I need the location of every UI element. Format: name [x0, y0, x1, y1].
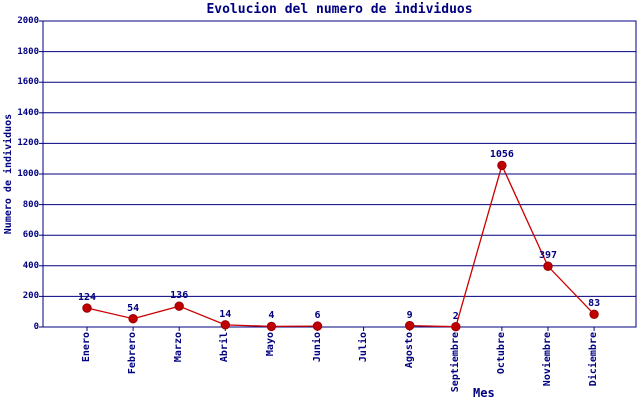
y-tick-label: 1400: [17, 107, 39, 118]
y-tick-label: 800: [22, 199, 39, 210]
value-label: 397: [538, 250, 558, 262]
data-point: [312, 321, 323, 331]
y-tick-label: 1800: [17, 46, 39, 57]
data-point: [82, 303, 92, 313]
value-label: 2: [452, 310, 459, 322]
value-label: 1056: [489, 149, 514, 161]
data-point: [220, 320, 231, 330]
data-point: [174, 301, 184, 311]
y-tick-label: 0: [33, 322, 39, 332]
y-tick-label: 1200: [17, 138, 39, 149]
x-tick-label: Agosto: [403, 332, 415, 369]
y-tick-label: 1000: [17, 169, 39, 179]
value-label: 124: [77, 292, 97, 304]
data-point: [589, 309, 599, 320]
x-tick-label: Octubre: [495, 332, 507, 375]
value-label: 9: [406, 309, 413, 321]
x-tick-label: Mayo: [265, 332, 277, 357]
x-tick-label: Noviembre: [542, 332, 553, 387]
plot-border: [42, 20, 637, 328]
x-tick-label: Enero: [81, 332, 92, 363]
y-tick-label: 2000: [17, 16, 39, 26]
data-point: [543, 261, 553, 271]
x-tick-label: Septiembre: [449, 332, 461, 393]
y-tick-label: 200: [22, 291, 39, 302]
data-point: [497, 160, 507, 171]
x-tick-label: Julio: [357, 332, 369, 363]
data-line: [409, 163, 595, 328]
data-point: [451, 321, 461, 332]
x-tick-label: Marzo: [173, 332, 185, 363]
y-tick-label: 400: [22, 260, 39, 271]
value-label: 6: [314, 310, 321, 322]
x-tick-label: Junio: [311, 332, 323, 363]
value-label: 14: [219, 308, 232, 320]
x-tick-label: Febrero: [127, 332, 139, 375]
data-point: [405, 320, 415, 331]
y-tick-label: 600: [22, 230, 39, 241]
value-label: 54: [127, 302, 140, 314]
y-tick-label: 1600: [17, 77, 39, 88]
data-point: [128, 314, 138, 324]
value-label: 4: [268, 310, 275, 322]
data-line: [86, 305, 318, 328]
value-label: 83: [588, 298, 601, 310]
x-axis-title: Mes: [473, 386, 495, 400]
value-label: 136: [170, 290, 189, 302]
chart-title: Evolucion del numero de individuos: [206, 2, 473, 17]
data-point: [266, 321, 277, 332]
x-tick-label: Abril: [219, 332, 231, 363]
x-tick-label: Diciembre: [588, 332, 600, 387]
